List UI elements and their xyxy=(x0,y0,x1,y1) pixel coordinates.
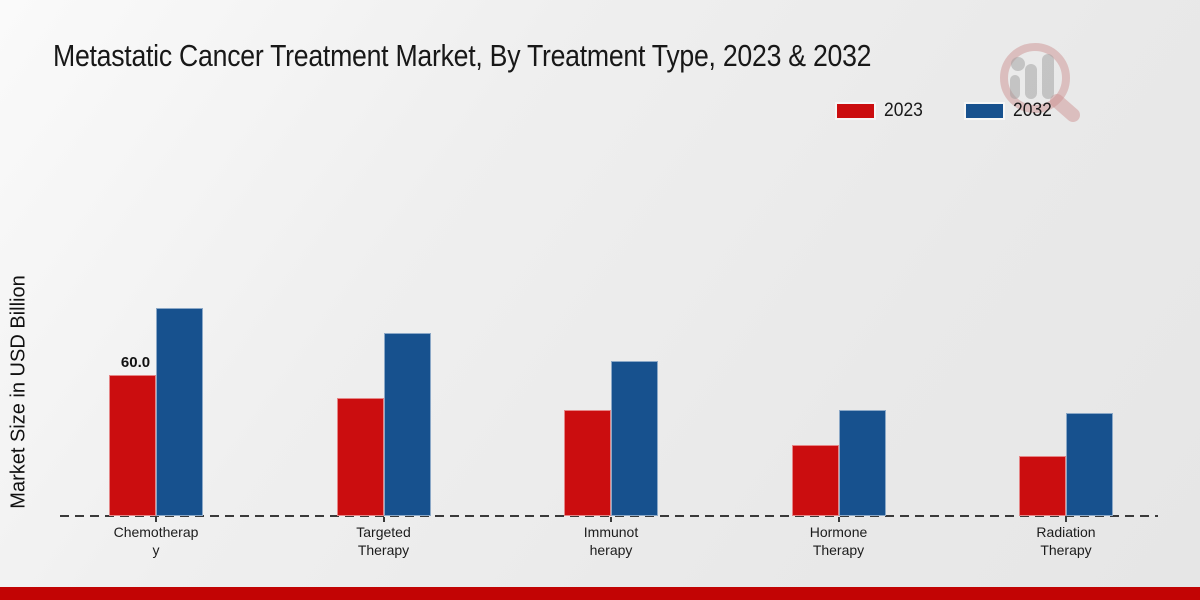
x-axis-tick xyxy=(155,517,157,522)
bar-immunotherapy-2032 xyxy=(611,361,658,516)
bar-immunotherapy-2023 xyxy=(564,410,611,516)
bar-targeted-therapy-2032 xyxy=(383,333,431,516)
watermark-bar-medium xyxy=(1025,64,1037,99)
category-label-line: Chemotherap xyxy=(113,524,199,540)
category-label-line: Therapy xyxy=(1040,542,1092,558)
category-label-line: Therapy xyxy=(812,542,865,558)
category-label-radiation-therapy: Radiation Therapy xyxy=(981,523,1151,559)
x-axis-tick xyxy=(610,517,612,522)
bar-hormone-therapy-2023 xyxy=(791,445,839,516)
x-axis-line xyxy=(60,515,1158,517)
bar-radiation-therapy-2032 xyxy=(1066,413,1113,516)
legend-item-2023: 2023 xyxy=(837,100,926,122)
watermark-person-head xyxy=(1011,57,1025,71)
category-label-line: y xyxy=(152,542,160,558)
bar-targeted-therapy-2023 xyxy=(336,398,384,516)
category-label-line: herapy xyxy=(589,542,633,558)
legend-label-2032: 2032 xyxy=(1013,100,1053,121)
legend-swatch-2032 xyxy=(966,104,1004,118)
bottom-accent-bar xyxy=(0,587,1200,600)
watermark-magnifier-ring xyxy=(1000,43,1070,113)
x-axis-tick xyxy=(382,517,385,522)
chart-title-text: Metastatic Cancer Treatment Market, By T… xyxy=(53,38,872,73)
legend: 2023 2032 xyxy=(837,100,1056,122)
bar-hormone-therapy-2032 xyxy=(838,410,886,516)
legend-item-2032: 2032 xyxy=(966,100,1055,122)
x-axis-tick xyxy=(837,517,840,522)
watermark-magnifier-handle xyxy=(1050,94,1080,122)
category-label-targeted-therapy: Targeted Therapy xyxy=(299,523,469,559)
category-label-hormone-therapy: Hormone Therapy xyxy=(754,523,924,559)
category-label-line: Hormone xyxy=(809,524,868,540)
watermark-bar-short xyxy=(1010,75,1020,99)
brand-watermark-logo xyxy=(1000,43,1080,122)
watermark-bar-tall xyxy=(1042,54,1054,99)
x-axis-tick xyxy=(1065,517,1067,522)
bar-radiation-therapy-2023 xyxy=(1019,456,1066,516)
bar-chemotherapy-2032 xyxy=(156,308,203,516)
category-label-immunotherapy: Immunot herapy xyxy=(526,523,696,559)
category-label-line: Radiation xyxy=(1036,524,1096,540)
bar-chemotherapy-2023 xyxy=(109,375,156,516)
legend-swatch-2023 xyxy=(837,104,874,118)
bar-value-label: 60.0 xyxy=(120,354,151,371)
category-label-line: Immunot xyxy=(583,524,639,540)
chart-title: Metastatic Cancer Treatment Market, By T… xyxy=(53,38,1004,74)
legend-label-2023: 2023 xyxy=(884,100,923,121)
category-label-chemotherapy: Chemotherap y xyxy=(71,523,241,559)
category-label-line: Therapy xyxy=(357,542,410,558)
category-label-line: Targeted xyxy=(356,524,411,540)
